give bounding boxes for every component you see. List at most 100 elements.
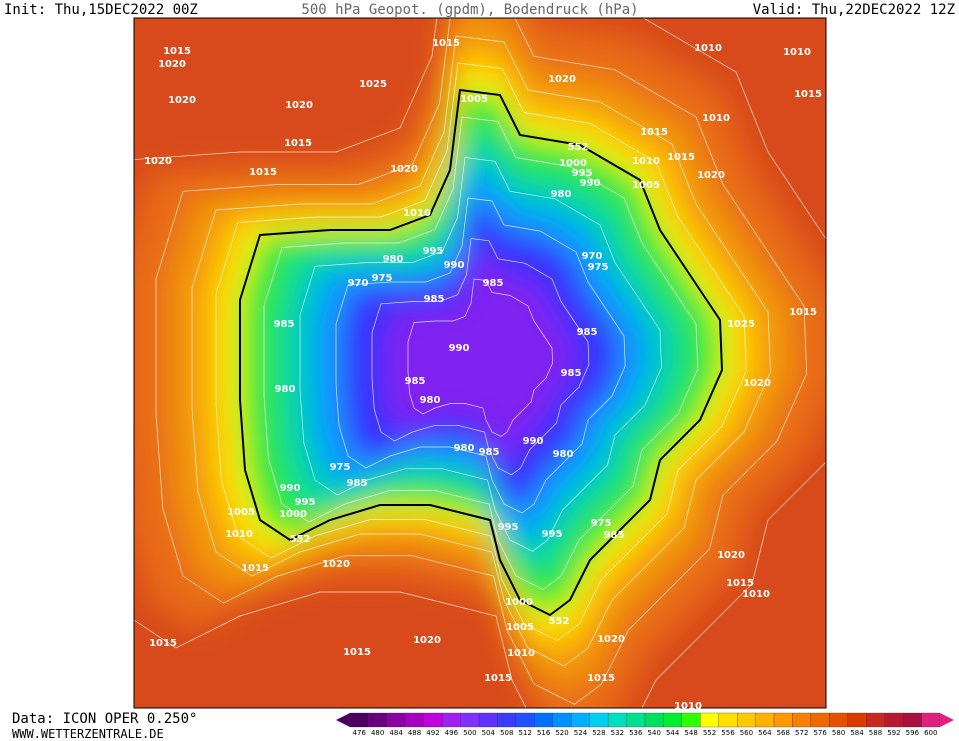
isobar-label: 1015 [249, 167, 277, 178]
colorbar-label: 516 [537, 729, 551, 737]
isobar-label: 1015 [587, 673, 615, 684]
colorbar-label: 568 [777, 729, 790, 737]
colorbar-label: 484 [389, 729, 403, 737]
colorbar-swatch [663, 712, 683, 728]
isobar-label: 980 [551, 189, 572, 200]
colorbar-label: 508 [500, 729, 513, 737]
colorbar-swatch [737, 712, 756, 728]
map-title: 500 hPa Geopot. (gpdm), Bodendruck (hPa) [301, 2, 638, 18]
colorbar-swatch [902, 712, 922, 728]
isobar-label: 975 [372, 273, 393, 284]
isobar-label: 1010 [632, 156, 660, 167]
colorbar-swatch [386, 712, 406, 728]
colorbar-swatch [515, 712, 535, 728]
isobar-label: 1020 [144, 156, 172, 167]
colorbar-swatch [423, 712, 443, 728]
colorbar-label: 512 [518, 729, 531, 737]
colorbar-label: 548 [684, 729, 697, 737]
isobar-label: 1015 [789, 307, 817, 318]
colorbar-label: 492 [426, 729, 439, 737]
isobar-label: 985 [479, 447, 500, 458]
colorbar-swatch [866, 712, 885, 728]
contour-552 [239, 88, 724, 617]
map-area [134, 18, 826, 708]
colorbar-label: 556 [721, 729, 735, 737]
isobar-label: 1020 [168, 95, 196, 106]
colorbar-arrow-left [336, 713, 350, 727]
isobar [215, 62, 747, 641]
isobar-label: 985 [274, 319, 295, 330]
isobar-label: 995 [572, 168, 593, 179]
isobar-label: 970 [582, 251, 603, 262]
isobar-label: 980 [553, 449, 574, 460]
colorbar-label: 588 [869, 729, 882, 737]
colorbar-swatch [773, 712, 793, 728]
colorbar-arrow-right [940, 713, 954, 727]
isobar-label: 1015 [432, 38, 460, 49]
isobar-label: 1010 [674, 701, 702, 712]
colorbar-swatch [626, 712, 646, 728]
isobar-label: 1000 [559, 158, 587, 169]
isobar-label: 990 [280, 483, 301, 494]
data-source: Data: ICON OPER 0.250° [12, 711, 197, 727]
isobar-label: 985 [347, 478, 368, 489]
isobar [299, 157, 662, 552]
colorbar-label: 572 [795, 729, 808, 737]
isobar-label: 1025 [359, 79, 387, 90]
isobar-label: 1020 [285, 100, 313, 111]
colorbar-swatch [552, 712, 572, 728]
isobar-label: 1015 [149, 638, 177, 649]
isobar-label: 995 [498, 522, 519, 533]
isobar-label: 990 [580, 178, 601, 189]
colorbar: 476 480 484 488 492 496 500 504 508 512 516 520 524 5… [336, 712, 954, 737]
isobar-label: 1000 [279, 509, 307, 520]
isobar-label: 1010 [225, 529, 253, 540]
isobar-label: 995 [542, 529, 563, 540]
isobar [263, 116, 699, 590]
colorbar-label: 596 [906, 729, 920, 737]
colorbar-label: 500 [463, 729, 476, 737]
isobar-label: 970 [348, 278, 369, 289]
isobar [371, 238, 590, 476]
isobar [407, 278, 553, 437]
isobar-label: 1010 [783, 47, 811, 58]
colorbar-swatch [700, 712, 719, 728]
isobar-label: 1010 [702, 113, 730, 124]
website: WWW.WETTERZENTRALE.DE [12, 727, 164, 741]
colorbar-swatch [884, 712, 904, 728]
isobar-label: 980 [454, 443, 475, 454]
colorbar-swatch [921, 712, 941, 728]
colorbar-swatch [478, 712, 498, 728]
colorbar-swatch [349, 712, 369, 728]
isobar-label: 1010 [742, 589, 770, 600]
colorbar-label: 476 [353, 729, 367, 737]
valid-time: Valid: Thu,22DEC2022 12Z [753, 2, 955, 18]
isobar-label: 975 [330, 462, 351, 473]
isobar-label: 995 [423, 246, 444, 257]
colorbar-label: 560 [740, 729, 753, 737]
colorbar-swatch [810, 712, 830, 728]
colorbar-swatch [442, 712, 461, 728]
isobar-label: 1000 [505, 597, 533, 608]
isobar-label: 1005 [632, 180, 660, 191]
colorbar-swatch [829, 712, 848, 728]
isobar-label: 1020 [322, 559, 350, 570]
isobar-label: 1005 [227, 507, 255, 518]
colorbar-label: 520 [555, 729, 568, 737]
init-time: Init: Thu,15DEC2022 00Z [4, 2, 198, 18]
isobar-label: 1015 [667, 152, 695, 163]
isobar-label: 985 [405, 376, 426, 387]
isobar-label: 985 [604, 530, 625, 541]
colorbar-swatch [755, 712, 775, 728]
isobar-label: 1015 [640, 127, 668, 138]
colorbar-swatch [644, 712, 664, 728]
colorbar-label: 576 [813, 729, 827, 737]
isobar-label: 1005 [506, 622, 534, 633]
isobar-label: 1020 [697, 170, 725, 181]
isobar-label: 985 [561, 368, 582, 379]
isobar [134, 18, 826, 708]
colorbar-swatch [681, 712, 701, 728]
colorbar-label: 600 [924, 729, 937, 737]
